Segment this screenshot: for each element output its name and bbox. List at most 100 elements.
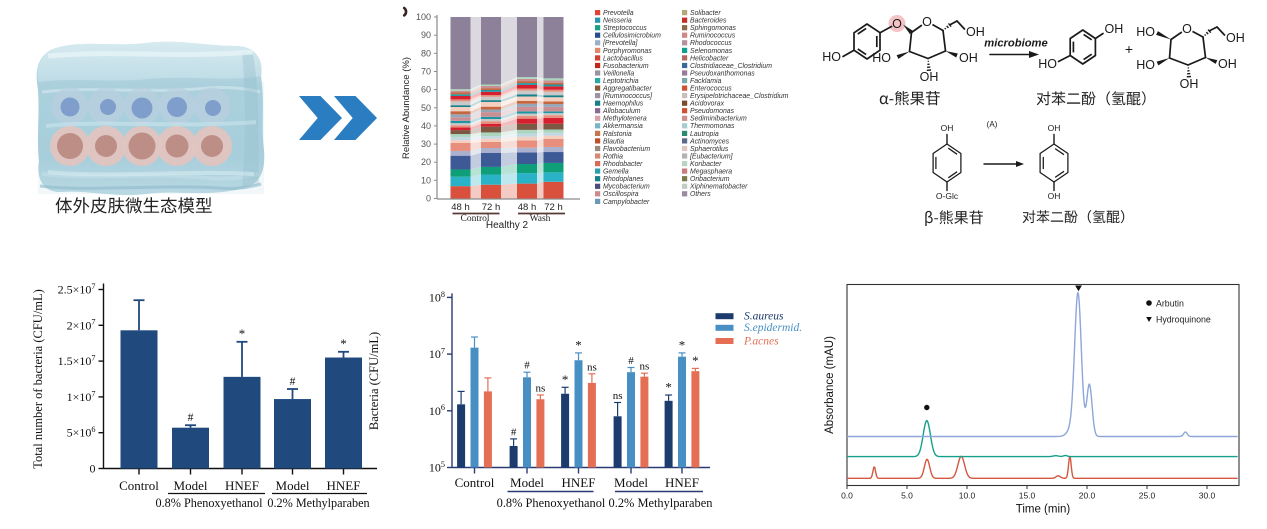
svg-text:Cellulosimicrobium: Cellulosimicrobium: [603, 33, 661, 40]
svg-text:Wash: Wash: [530, 214, 551, 224]
svg-text:Ralstonia: Ralstonia: [603, 131, 632, 138]
svg-text:Time (min): Time (min): [1016, 504, 1071, 516]
svg-text:O: O: [1182, 22, 1192, 36]
svg-text:Lactobacillus: Lactobacillus: [603, 55, 643, 62]
svg-text:20: 20: [421, 157, 431, 167]
svg-text:Neisseria: Neisseria: [603, 18, 632, 25]
svg-text:Control: Control: [455, 475, 495, 490]
svg-text:10: 10: [421, 175, 431, 185]
svg-text:O: O: [922, 15, 932, 29]
svg-text:*: *: [665, 380, 672, 395]
svg-text:Acidovorax: Acidovorax: [689, 101, 725, 108]
svg-text:0.8% Phenoxyethanol: 0.8% Phenoxyethanol: [156, 496, 264, 510]
svg-text:HNEF: HNEF: [327, 478, 361, 493]
svg-text:Veillonella: Veillonella: [603, 70, 634, 77]
svg-text:(A): (A): [987, 120, 998, 129]
svg-text:OH: OH: [920, 70, 939, 84]
svg-text:[Eubacterium]: [Eubacterium]: [689, 153, 734, 160]
svg-text:[Ruminococcus]: [Ruminococcus]: [602, 93, 653, 100]
svg-text:OH: OH: [1180, 77, 1199, 91]
svg-text:80: 80: [421, 48, 431, 58]
svg-text:Methylotenera: Methylotenera: [603, 116, 647, 123]
svg-text:Pseudomonas: Pseudomonas: [690, 108, 735, 115]
svg-text:OH: OH: [1226, 31, 1245, 45]
svg-text:*: *: [575, 337, 582, 352]
svg-text:Pseudoxanthomonas: Pseudoxanthomonas: [690, 70, 755, 77]
svg-text:*: *: [679, 337, 686, 352]
svg-text:Control: Control: [119, 478, 159, 493]
svg-text:Rhodobacter: Rhodobacter: [603, 161, 643, 168]
svg-text:O-Glc: O-Glc: [936, 191, 959, 201]
svg-text:1.5×107: 1.5×107: [58, 354, 96, 369]
svg-text:Enterococcus: Enterococcus: [690, 86, 732, 93]
svg-text:Sphingomonas: Sphingomonas: [690, 25, 737, 32]
svg-text:2.5×107: 2.5×107: [58, 282, 96, 297]
svg-text:*: *: [562, 372, 569, 387]
svg-text:100: 100: [416, 12, 431, 22]
svg-text:#: #: [188, 412, 194, 424]
svg-text:Rhodococcus: Rhodococcus: [690, 40, 732, 47]
svg-text:72 h: 72 h: [544, 202, 563, 213]
svg-text:0.8% Phenoxyethanol: 0.8% Phenoxyethanol: [497, 496, 606, 510]
svg-text:50: 50: [421, 103, 431, 113]
svg-text:OH: OH: [1048, 191, 1061, 201]
svg-text:105: 105: [429, 460, 445, 475]
svg-text:48 h: 48 h: [518, 202, 537, 213]
svg-text:Xiphinematobacter: Xiphinematobacter: [689, 184, 748, 191]
svg-text:P.acnes: P.acnes: [743, 335, 779, 347]
svg-text:#: #: [628, 355, 634, 367]
svg-text:Clostridiaceae_Clostridium: Clostridiaceae_Clostridium: [690, 63, 772, 70]
svg-text:ns: ns: [640, 361, 650, 373]
svg-text:2×107: 2×107: [67, 318, 96, 333]
svg-text:Rothia: Rothia: [603, 153, 623, 160]
svg-text:Model: Model: [510, 475, 544, 490]
svg-text:15.0: 15.0: [1019, 491, 1036, 501]
svg-text:Mycobacterium: Mycobacterium: [603, 184, 650, 191]
svg-text:Control: Control: [460, 214, 489, 224]
svg-text:Arbutin: Arbutin: [1156, 299, 1184, 309]
svg-text:Sphaerotilus: Sphaerotilus: [690, 146, 729, 153]
svg-text:106: 106: [429, 403, 445, 418]
svg-text:72 h: 72 h: [482, 202, 501, 213]
svg-text:10.0: 10.0: [959, 491, 976, 501]
svg-text:#: #: [290, 376, 296, 388]
svg-text:Thermomonas: Thermomonas: [690, 123, 735, 130]
svg-text:Akkermansia: Akkermansia: [602, 123, 643, 130]
svg-text:5.0: 5.0: [901, 491, 913, 501]
svg-text:HO: HO: [1136, 58, 1155, 72]
svg-text:Aggregatibacter: Aggregatibacter: [602, 86, 652, 93]
svg-text:Sediminibacterium: Sediminibacterium: [690, 116, 747, 123]
svg-text:HNEF: HNEF: [225, 478, 259, 493]
svg-text:48 h: 48 h: [451, 202, 470, 213]
svg-text:[Prevotella]: [Prevotella]: [602, 40, 639, 47]
svg-text:0: 0: [426, 194, 431, 204]
svg-text:ns: ns: [613, 390, 623, 402]
svg-text:Total number of bacteria (CFU/: Total number of bacteria (CFU/mL): [31, 289, 45, 469]
svg-text:Helicobacter: Helicobacter: [690, 55, 729, 62]
svg-text:40: 40: [421, 121, 431, 131]
svg-text:*: *: [239, 326, 246, 341]
svg-text:+: +: [1125, 41, 1133, 57]
svg-text:Hydroquinone: Hydroquinone: [1156, 315, 1211, 325]
svg-text:Oscillospira: Oscillospira: [603, 191, 639, 198]
svg-text:107: 107: [429, 347, 445, 362]
svg-text:HO: HO: [822, 50, 841, 64]
svg-text:30.0: 30.0: [1199, 491, 1216, 501]
svg-text:Others: Others: [690, 191, 711, 198]
svg-text:OH: OH: [941, 123, 954, 133]
svg-text:Flavobacterium: Flavobacterium: [603, 146, 650, 153]
svg-text:Model: Model: [614, 475, 648, 490]
svg-text:ns: ns: [536, 383, 546, 395]
svg-text:Porphyromonas: Porphyromonas: [603, 48, 652, 55]
svg-text:OH: OH: [1218, 57, 1237, 71]
svg-text:108: 108: [429, 290, 445, 305]
svg-text:*: *: [340, 336, 347, 351]
svg-text:S.aureus: S.aureus: [744, 311, 784, 323]
svg-text:30: 30: [421, 139, 431, 149]
svg-text:Bacteroides: Bacteroides: [690, 18, 727, 25]
svg-text:Allobaculum: Allobaculum: [602, 108, 641, 115]
svg-text:Megasphaera: Megasphaera: [690, 169, 732, 176]
svg-text:Model: Model: [174, 478, 208, 493]
svg-text:O: O: [892, 17, 902, 31]
svg-text:Ruminococcus: Ruminococcus: [690, 33, 736, 40]
